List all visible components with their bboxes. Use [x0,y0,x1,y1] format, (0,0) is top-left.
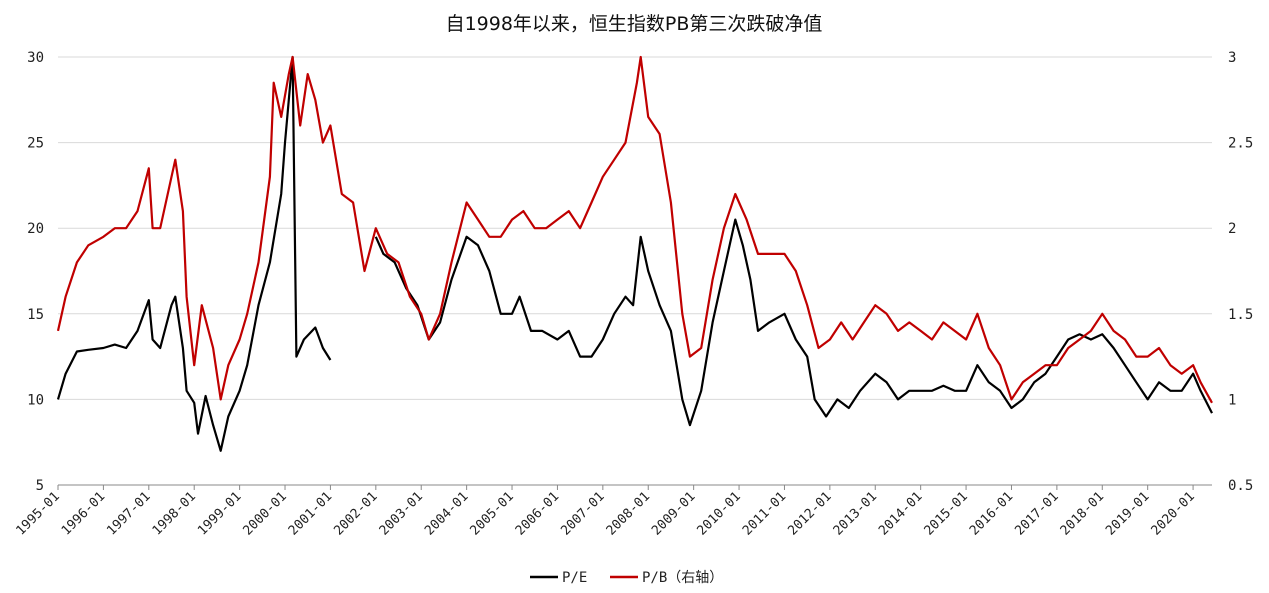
right-axis-ticks: 0.5 1 1.5 2 2.5 3 [1228,50,1253,494]
x-tick-label: 1995-01 [13,489,62,538]
x-tick-label: 2009-01 [649,489,698,538]
x-axis-ticks: 1995-011996-011997-011998-011999-012000-… [13,485,1198,539]
legend: P/E P/B（右轴） [530,570,723,586]
left-tick-label: 15 [27,307,44,323]
right-tick-label: 0.5 [1228,478,1253,494]
x-tick-label: 2006-01 [513,489,562,538]
left-tick-label: 10 [27,392,44,408]
x-tick-label: 1999-01 [195,489,244,538]
right-tick-label: 3 [1228,50,1236,66]
series-lines [56,55,1213,452]
series-line [56,55,332,452]
x-tick-label: 2000-01 [240,489,289,538]
series-line [374,218,1213,427]
x-tick-label: 2018-01 [1058,489,1107,538]
x-tick-label: 2007-01 [558,489,607,538]
legend-label-pb: P/B（右轴） [642,570,723,586]
x-tick-label: 2013-01 [831,489,880,538]
x-tick-label: 2015-01 [922,489,971,538]
series-line [56,55,1213,404]
right-tick-label: 2 [1228,221,1236,237]
legend-label-pe: P/E [562,570,587,586]
x-tick-label: 2017-01 [1012,489,1061,538]
x-tick-label: 2003-01 [377,489,426,538]
chart-title: 自1998年以来，恒生指数PB第三次跌破净值 [446,13,823,35]
x-tick-label: 2005-01 [468,489,517,538]
x-tick-label: 2012-01 [785,489,834,538]
x-tick-label: 1998-01 [150,489,199,538]
right-tick-label: 2.5 [1228,136,1253,152]
left-tick-label: 5 [36,478,44,494]
left-tick-label: 20 [27,221,44,237]
x-tick-label: 2010-01 [695,489,744,538]
left-axis-ticks: 5 10 15 20 25 30 [27,50,44,494]
right-tick-label: 1 [1228,392,1236,408]
x-tick-label: 2011-01 [740,489,789,538]
x-tick-label: 2016-01 [967,489,1016,538]
right-tick-label: 1.5 [1228,307,1253,323]
gridlines [58,56,1212,400]
left-tick-label: 30 [27,50,44,66]
x-tick-label: 2014-01 [876,489,925,538]
x-tick-label: 2002-01 [331,489,380,538]
x-tick-label: 2008-01 [604,489,653,538]
left-tick-label: 25 [27,136,44,152]
x-tick-label: 1997-01 [104,489,153,538]
x-tick-label: 2004-01 [422,489,471,538]
x-tick-label: 1996-01 [59,489,108,538]
x-tick-label: 2020-01 [1149,489,1198,538]
x-tick-label: 2001-01 [286,489,335,538]
x-tick-label: 2019-01 [1103,489,1152,538]
